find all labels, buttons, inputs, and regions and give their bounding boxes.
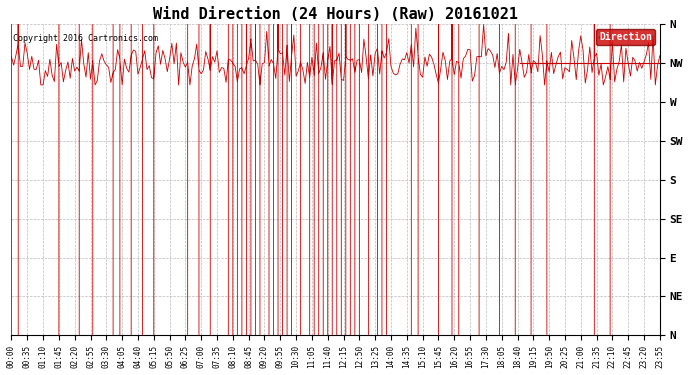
- Title: Wind Direction (24 Hours) (Raw) 20161021: Wind Direction (24 Hours) (Raw) 20161021: [153, 7, 518, 22]
- Text: Copyright 2016 Cartronics.com: Copyright 2016 Cartronics.com: [12, 34, 158, 43]
- Legend: Direction: Direction: [596, 29, 655, 45]
